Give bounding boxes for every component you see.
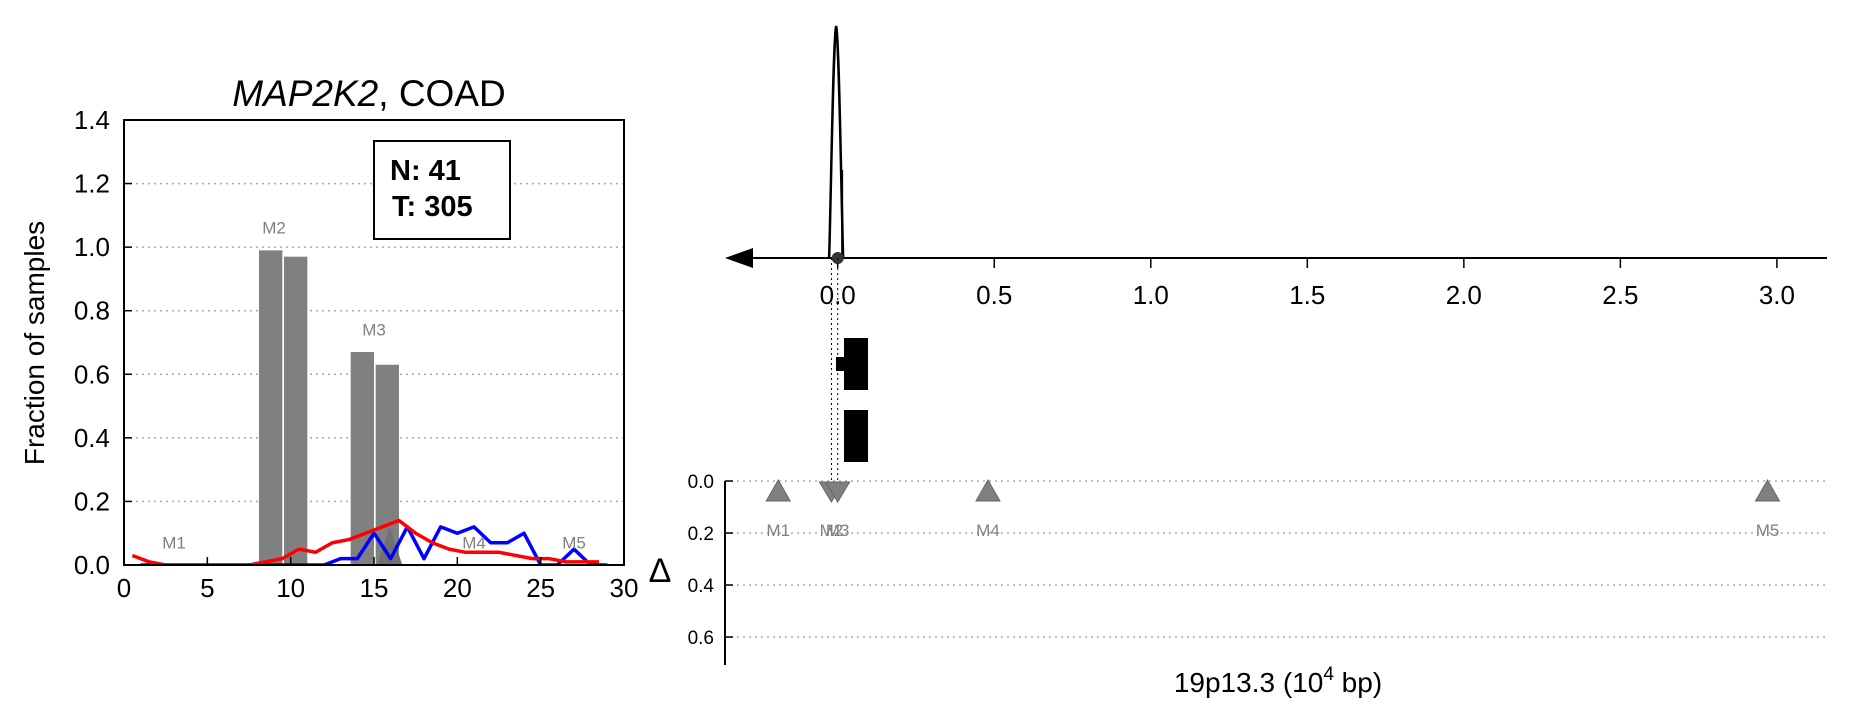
left-marker-label: M2 bbox=[262, 219, 286, 238]
left-bar bbox=[375, 364, 399, 565]
xlabel-exponent: 4 bbox=[1323, 664, 1334, 685]
left-bar bbox=[350, 352, 374, 565]
sample-count-box: N: 41 T: 305 bbox=[373, 140, 511, 240]
left-y-tick-label: 0.8 bbox=[74, 296, 110, 326]
left-y-tick-label: 1.2 bbox=[74, 169, 110, 199]
left-bar-chart: MAP2K2, COAD M1 M2 M3 M4 M5 0.0 0.2 0.4 0.6 0.8 1… bbox=[19, 73, 638, 603]
mutation-triangle-m5 bbox=[1754, 478, 1781, 502]
mutation-label-m3: M3 bbox=[826, 521, 850, 540]
left-bar bbox=[259, 250, 283, 565]
right-x-tick-label: 2.5 bbox=[1602, 280, 1638, 310]
title-gene: MAP2K2 bbox=[232, 73, 378, 114]
left-x-ticks: 0 5 10 15 20 25 30 bbox=[117, 557, 639, 603]
xlabel-suffix: bp) bbox=[1334, 667, 1382, 698]
left-series-lines bbox=[131, 518, 608, 565]
right-x-axis-label: 19p13.3 (104 bp) bbox=[1174, 664, 1382, 698]
right-x-tick-label: 3.0 bbox=[1759, 280, 1795, 310]
left-x-tick-label: 5 bbox=[200, 573, 214, 603]
left-chart-title: MAP2K2, COAD bbox=[232, 73, 505, 114]
right-density-track: 0.0 0.5 1.0 1.5 2.0 2.5 3.0 bbox=[725, 25, 1827, 480]
title-cohort: , COAD bbox=[378, 73, 505, 114]
right-x-tick-label: 1.0 bbox=[1133, 280, 1169, 310]
density-peak-curve bbox=[827, 25, 845, 259]
right-genomic-plot: 0.0 0.5 1.0 1.5 2.0 2.5 3.0 0.0 0.2 0.4 0.6 M1 M2M3… bbox=[649, 25, 1827, 698]
left-x-tick-label: 30 bbox=[610, 573, 639, 603]
left-series-line-tumor bbox=[131, 518, 599, 565]
xlabel-prefix: 19p13.3 (10 bbox=[1174, 667, 1323, 698]
right-x-tick-label: 0.5 bbox=[976, 280, 1012, 310]
right-gene-blocks bbox=[836, 338, 868, 462]
mutation-label-m4: M4 bbox=[976, 521, 1000, 540]
delta-tick-label: 0.2 bbox=[688, 524, 714, 545]
left-y-tick-label: 0.6 bbox=[74, 359, 110, 389]
left-bar bbox=[284, 256, 308, 565]
left-x-tick-label: 10 bbox=[276, 573, 305, 603]
left-marker-label: M1 bbox=[162, 533, 186, 552]
left-y-tick-label: 1.4 bbox=[74, 105, 110, 135]
left-x-tick-label: 20 bbox=[443, 573, 472, 603]
left-mutation-triangle bbox=[377, 526, 403, 565]
gene-block-upper bbox=[844, 338, 868, 390]
left-y-tick-label: 0.0 bbox=[74, 550, 110, 580]
delta-tick-label: 0.6 bbox=[688, 628, 714, 649]
left-mutation-labels: M1 M2 M3 M4 M5 bbox=[162, 219, 586, 553]
normal-count-text: N: 41 bbox=[390, 155, 461, 187]
left-bars bbox=[259, 250, 403, 565]
left-marker-label: M5 bbox=[562, 533, 586, 552]
mutation-triangle-m4 bbox=[975, 478, 1001, 502]
delta-tick-label: 0.4 bbox=[688, 576, 715, 597]
mutation-triangle-m1 bbox=[765, 478, 792, 502]
left-x-tick-label: 15 bbox=[360, 573, 389, 603]
left-y-tick-label: 0.4 bbox=[74, 423, 110, 453]
mutation-label-m2: M2 bbox=[820, 521, 844, 540]
mutation-label-m1: M1 bbox=[766, 521, 790, 540]
gene-block-upper-notch bbox=[836, 357, 846, 371]
delta-tick-label: 0.0 bbox=[688, 472, 714, 493]
mutation-label-m5: M5 bbox=[1756, 521, 1780, 540]
right-axis-arrow bbox=[725, 248, 753, 268]
sample-count-frame bbox=[373, 140, 511, 240]
left-y-ticks: 0.0 0.2 0.4 0.6 0.8 1.0 1.2 1.4 bbox=[74, 105, 132, 580]
left-y-tick-label: 1.0 bbox=[74, 232, 110, 262]
left-y-axis-label: Fraction of samples bbox=[19, 221, 50, 465]
delta-axis-label: Δ bbox=[649, 552, 672, 590]
left-y-tick-label: 0.2 bbox=[74, 486, 110, 516]
left-x-tick-label: 0 bbox=[117, 573, 131, 603]
right-x-tick-label: 1.5 bbox=[1289, 280, 1325, 310]
right-x-tick-label: 2.0 bbox=[1446, 280, 1482, 310]
mutation-triangle-m3 bbox=[824, 481, 851, 503]
left-marker-label: M3 bbox=[362, 320, 386, 339]
left-marker-label: M4 bbox=[462, 533, 486, 552]
gene-block-lower bbox=[844, 410, 868, 462]
tumor-count-text: T: 305 bbox=[392, 191, 473, 223]
left-x-tick-label: 25 bbox=[526, 573, 555, 603]
left-series-line-normal bbox=[140, 525, 608, 565]
